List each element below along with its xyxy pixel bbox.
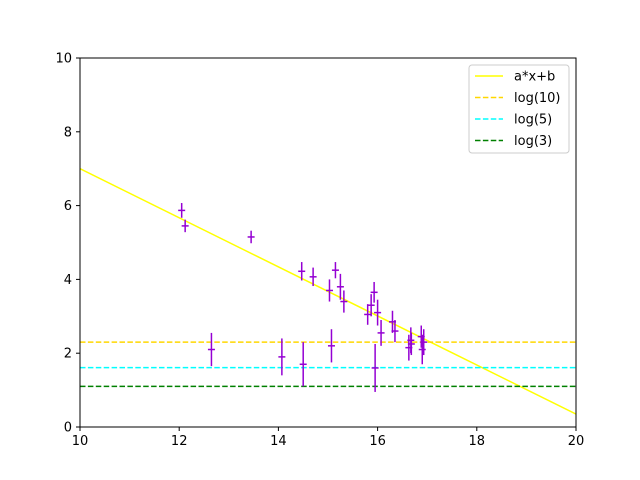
- data-point: [181, 219, 189, 233]
- data-point: [371, 343, 379, 392]
- y-tick-label: 4: [64, 273, 72, 288]
- legend-label: a*x+b: [514, 70, 555, 85]
- data-point: [207, 332, 215, 367]
- fit-line: [80, 168, 576, 415]
- axes-frame: [79, 57, 577, 428]
- x-tick-label: 20: [568, 434, 585, 449]
- data-point: [278, 338, 286, 376]
- data-point: [377, 319, 385, 346]
- y-tick-label: 0: [64, 421, 72, 436]
- x-tick-label: 10: [72, 434, 89, 449]
- x-tick-label: 18: [469, 434, 486, 449]
- legend-label: log(5): [514, 113, 552, 128]
- data-point: [340, 290, 348, 313]
- y-tick-label: 2: [64, 347, 72, 362]
- data-point: [364, 304, 372, 325]
- y-tick-label: 8: [64, 125, 72, 140]
- data-point: [178, 203, 186, 218]
- x-tick-label: 14: [270, 434, 287, 449]
- data-point: [367, 294, 375, 317]
- data-point: [418, 334, 426, 365]
- data-point: [336, 273, 344, 300]
- data-point: [370, 281, 378, 303]
- legend-box: [468, 64, 570, 154]
- x-tick-label: 16: [369, 434, 386, 449]
- y-tick-label: 6: [64, 199, 72, 214]
- x-tick-label: 12: [171, 434, 188, 449]
- legend: a*x+b log(10) log(5) log(3): [468, 64, 570, 154]
- legend-label: log(10): [514, 91, 561, 106]
- legend-label: log(3): [514, 134, 552, 149]
- data-point: [374, 299, 382, 326]
- y-tick-label: 10: [55, 52, 72, 67]
- data-point: [325, 279, 333, 302]
- data-point: [420, 329, 428, 356]
- data-point: [309, 267, 317, 287]
- data-point: [391, 319, 399, 343]
- axes: 10 12 14 16 18 20 0 2 4 6 8 10: [55, 52, 584, 450]
- plot-area: [80, 168, 576, 415]
- data-point: [407, 332, 415, 356]
- data-point: [299, 342, 307, 387]
- data-point: [298, 262, 306, 281]
- data-point: [327, 329, 335, 363]
- plot-contents: [80, 168, 576, 415]
- data-point: [331, 262, 339, 279]
- data-point: [247, 230, 255, 244]
